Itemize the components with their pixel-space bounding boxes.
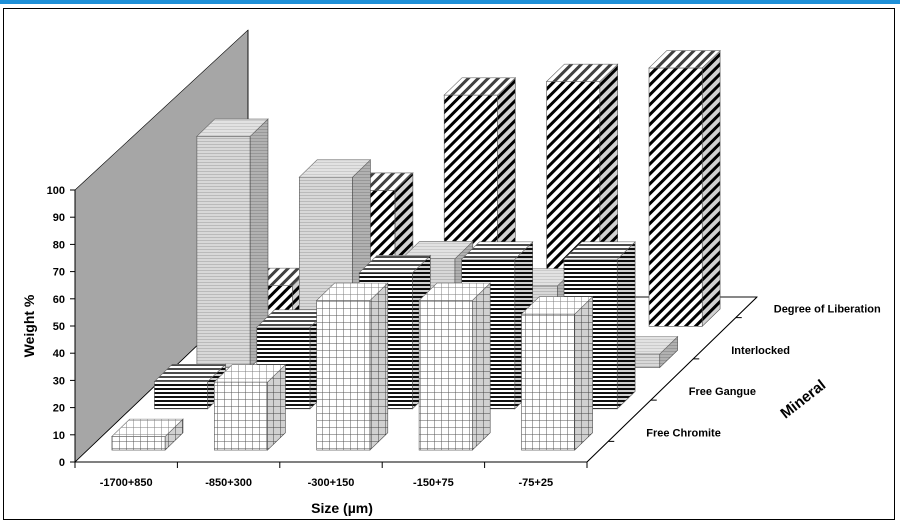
x-tick-labels: -1700+850 -850+300 -300+150 -150+75 -75+25: [74, 462, 588, 489]
bar-free-chromite-850-300: [213, 364, 287, 451]
x-axis-title: Size (µm): [311, 500, 373, 516]
depth-axis-line: [586, 296, 758, 463]
bars-layer: [111, 49, 721, 451]
bar-free-chromite-1700-850: [111, 418, 184, 451]
y-tick-label: 30: [53, 375, 65, 387]
y-tick-label: 100: [47, 185, 65, 197]
x-tick-label-850-300: -850+300: [205, 477, 252, 489]
y-tick-label: 40: [53, 348, 65, 360]
x-tick-label-1700-850: -1700+850: [100, 477, 153, 489]
depth-tick-label-free-gangue: Free Gangue: [689, 386, 756, 398]
y-tick-label: 70: [53, 267, 65, 279]
y-tick-label: 10: [53, 430, 65, 442]
y-axis-title: Weight %: [21, 294, 37, 357]
depth-tick-label-degree-of-liberation: Degree of Liberation: [774, 304, 881, 316]
x-tick-label-300-150: -300+150: [308, 477, 355, 489]
title-bar-accent: [0, 0, 900, 4]
bar-free-chromite-150-75: [418, 282, 491, 451]
x-tick-label-75-25: -75+25: [519, 477, 554, 489]
y-tick-label: 90: [53, 212, 65, 224]
y-tick-label: 20: [53, 403, 65, 415]
chart-border: [3, 8, 895, 520]
bar-free-chromite-300-150: [315, 282, 389, 451]
y-tick-label: 0: [59, 457, 65, 469]
x-tick-label-150-75: -150+75: [413, 477, 454, 489]
depth-tick-label-free-chromite: Free Chromite: [646, 427, 721, 439]
bar-degree-of-liberation-75-25: [648, 49, 721, 327]
depth-tick-label-interlocked: Interlocked: [731, 345, 790, 357]
y-tick-label: 50: [53, 321, 65, 333]
y-tick-label: 80: [53, 239, 65, 251]
depth-tick-labels: Free Chromite Free Gangue Interlocked Degre…: [608, 304, 881, 442]
bar-free-chromite-75-25: [520, 296, 594, 451]
bar-interlocked-1700-850: [196, 118, 269, 369]
depth-axis-title: Mineral: [777, 377, 829, 423]
y-tick-labels: 0 10 20 30 40 50 60 70 80 90 100: [47, 185, 75, 469]
y-tick-label: 60: [53, 294, 65, 306]
